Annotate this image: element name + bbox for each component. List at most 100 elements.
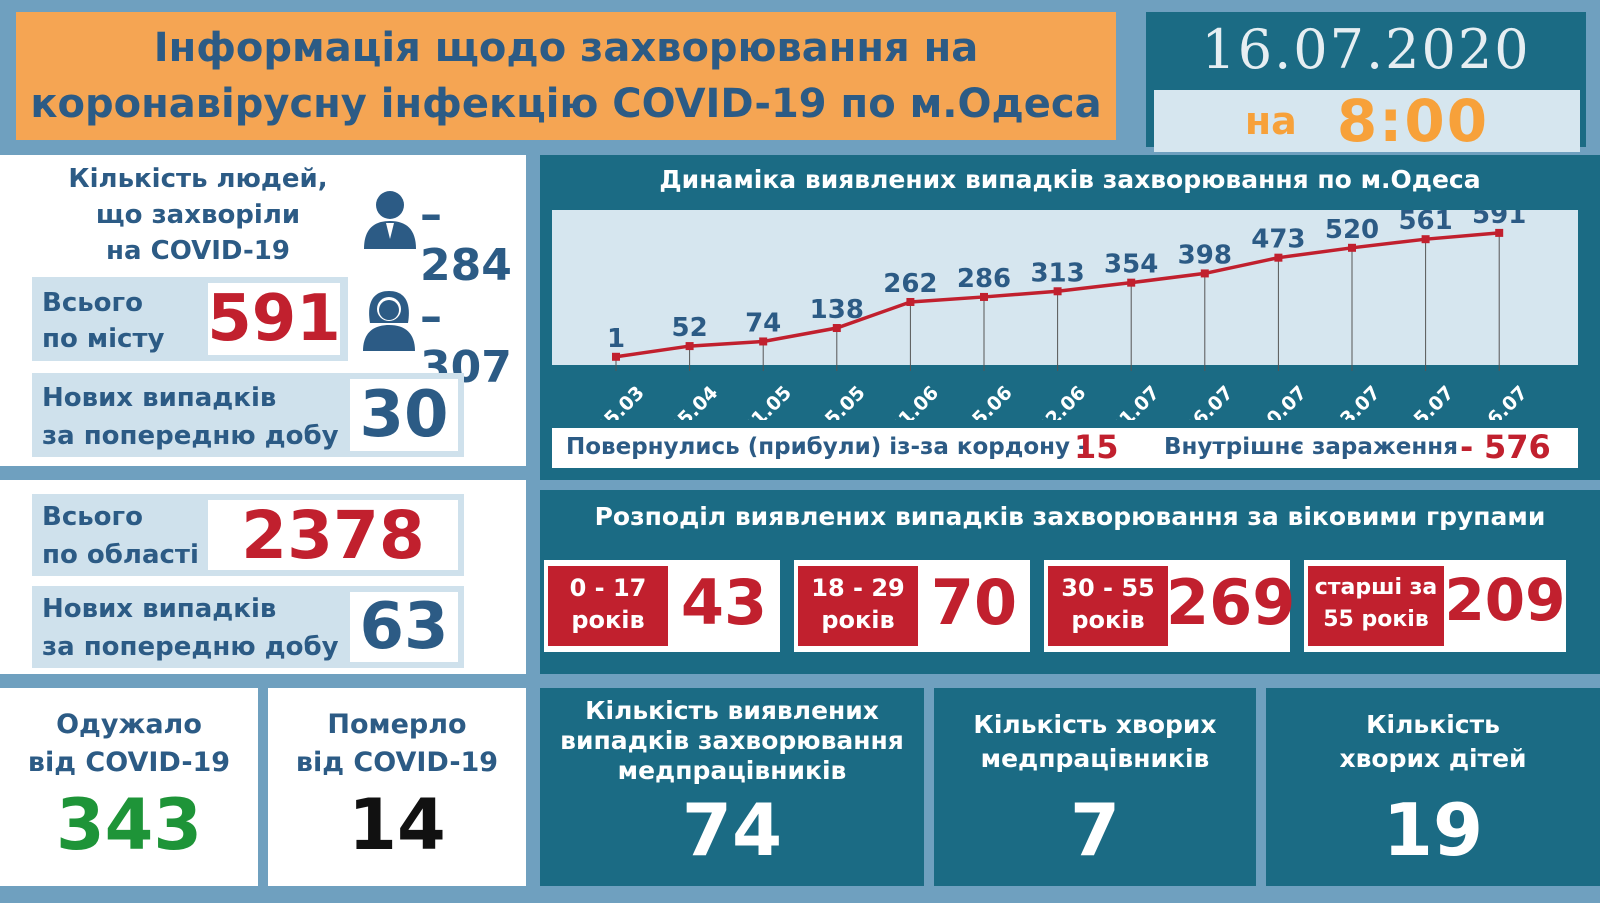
city-total-box: Всього по місту 591 — [32, 277, 348, 361]
city-new-label: Нових випадків за попередню добу — [42, 379, 339, 455]
chart-panel: Динаміка виявлених випадків захворювання… — [540, 155, 1600, 480]
data-point-2 — [759, 337, 768, 346]
age-group-1-label: 18 - 29 років — [798, 566, 918, 646]
sources-bar: Повернулись (прибули) із-за кордону - 15… — [552, 428, 1578, 468]
med-cases-line2: випадків захворювання — [560, 726, 904, 755]
age-group-1-range: 18 - 29 — [811, 574, 905, 602]
region-new-label: Нових випадків за попередню добу — [42, 590, 339, 666]
value-label-2: 74 — [745, 308, 781, 338]
region-panel: Всього по області 2378 Нових випадків за… — [0, 480, 526, 674]
region-new-value: 63 — [350, 590, 458, 664]
people-label-line3: на COVID-19 — [106, 236, 290, 266]
died-label-line1: Померло — [327, 709, 467, 740]
age-group-3-range: старші за — [1314, 575, 1438, 600]
med-sick-value: 7 — [1069, 788, 1121, 872]
value-label-1: 52 — [672, 313, 708, 343]
time-prefix: на — [1244, 99, 1297, 143]
med-sick-label: Кількість хворих медпрацівників — [934, 708, 1256, 776]
children-panel: Кількість хворих дітей 19 — [1266, 688, 1600, 886]
age-group-0: 0 - 17 років 43 — [544, 560, 780, 652]
data-point-4 — [906, 297, 915, 306]
age-group-1-unit: років — [821, 606, 895, 634]
male-user-icon — [364, 191, 416, 249]
recovered-label-line1: Одужало — [56, 709, 202, 740]
value-label-12: 591 — [1472, 210, 1526, 230]
male-count: –284 — [420, 189, 512, 291]
internal-value: 576 — [1484, 428, 1551, 466]
region-total-label-line1: Всього — [42, 502, 143, 532]
city-total-label-line1: Всього — [42, 288, 143, 318]
age-group-2: 30 - 55 років 269 — [1044, 560, 1295, 652]
value-label-4: 262 — [883, 269, 937, 299]
page-title: Інформація щодо захворювання на коронаві… — [16, 12, 1116, 140]
age-group-0-label: 0 - 17 років — [548, 566, 668, 646]
age-group-3: старші за 55 років 209 — [1304, 560, 1566, 652]
age-group-2-range: 30 - 55 — [1061, 574, 1155, 602]
data-point-11 — [1421, 235, 1430, 244]
med-cases-panel: Кількість виявлених випадків захворюванн… — [540, 688, 924, 886]
city-new-label-line2: за попередню добу — [42, 421, 339, 451]
city-panel: Кількість людей, що захворіли на COVID-1… — [0, 155, 526, 466]
value-label-10: 520 — [1325, 215, 1379, 245]
value-label-3: 138 — [810, 295, 864, 325]
med-sick-line2: медпрацівників — [980, 744, 1210, 773]
region-new-label-line1: Нових випадків — [42, 594, 277, 624]
age-group-1: 18 - 29 років 70 — [794, 560, 1030, 652]
city-new-value: 30 — [350, 378, 458, 452]
value-label-11: 561 — [1398, 210, 1452, 236]
report-time: 8:00 — [1336, 87, 1490, 155]
value-label-8: 398 — [1178, 240, 1232, 270]
region-total-value: 2378 — [208, 497, 458, 574]
died-label: Померло від COVID-19 — [268, 706, 526, 782]
city-new-box: Нових випадків за попередню добу 30 — [32, 373, 464, 457]
data-point-0 — [612, 352, 620, 361]
data-point-1 — [685, 342, 694, 351]
med-sick-panel: Кількість хворих медпрацівників 7 — [934, 688, 1256, 886]
children-line2: хворих дітей — [1339, 744, 1527, 773]
data-point-9 — [1274, 253, 1283, 262]
recovered-panel: Одужало від COVID-19 343 — [0, 688, 258, 886]
city-total-value: 591 — [207, 282, 341, 356]
age-group-2-unit: років — [1071, 606, 1145, 634]
title-line-1: Інформація щодо захворювання на — [153, 25, 979, 71]
age-group-2-label: 30 - 55 років — [1048, 566, 1168, 646]
children-label: Кількість хворих дітей — [1266, 708, 1600, 776]
city-total-label: Всього по місту — [42, 285, 164, 357]
value-label-6: 313 — [1030, 258, 1084, 288]
data-point-8 — [1200, 269, 1209, 278]
city-total-label-line2: по місту — [42, 324, 165, 354]
returned-value: 15 — [1074, 428, 1119, 466]
age-group-3-label: старші за 55 років — [1308, 566, 1444, 646]
internal-label: Внутрішнє зараження — [1164, 434, 1458, 460]
age-group-3-unit: 55 років — [1323, 607, 1429, 632]
female-user-icon — [363, 291, 415, 351]
title-line-2: коронавірусну інфекцію COVID-19 по м.Оде… — [30, 81, 1102, 127]
age-panel: Розподіл виявлених випадків захворювання… — [540, 490, 1600, 674]
chart-title: Динаміка виявлених випадків захворювання… — [659, 165, 1481, 194]
value-label-5: 286 — [957, 264, 1011, 294]
died-panel: Померло від COVID-19 14 — [268, 688, 526, 886]
region-new-label-line2: за попередню добу — [42, 632, 339, 662]
age-group-0-unit: років — [571, 606, 645, 634]
med-cases-line3: медпрацівників — [617, 756, 847, 785]
data-point-3 — [832, 324, 841, 333]
data-point-7 — [1127, 278, 1136, 287]
value-label-0: 1 — [607, 324, 625, 354]
recovered-value: 343 — [55, 784, 203, 866]
data-point-10 — [1348, 243, 1356, 252]
data-point-12 — [1495, 228, 1504, 237]
people-label-line1: Кількість людей, — [68, 164, 328, 194]
city-new-label-line1: Нових випадків — [42, 383, 277, 413]
recovered-label: Одужало від COVID-19 — [0, 706, 258, 782]
died-label-line2: від COVID-19 — [295, 747, 499, 778]
recovered-label-line2: від COVID-19 — [27, 747, 231, 778]
data-point-5 — [980, 292, 988, 301]
region-new-box: Нових випадків за попередню добу 63 — [32, 586, 464, 668]
value-label-9: 473 — [1251, 225, 1305, 255]
date-panel: 16.07.2020 на 8:00 — [1146, 12, 1586, 155]
region-total-label-line2: по області — [42, 540, 199, 570]
med-sick-line1: Кількість хворих — [973, 710, 1217, 739]
med-cases-label: Кількість виявлених випадків захворюванн… — [540, 696, 924, 786]
report-date: 16.07.2020 — [1201, 18, 1531, 81]
